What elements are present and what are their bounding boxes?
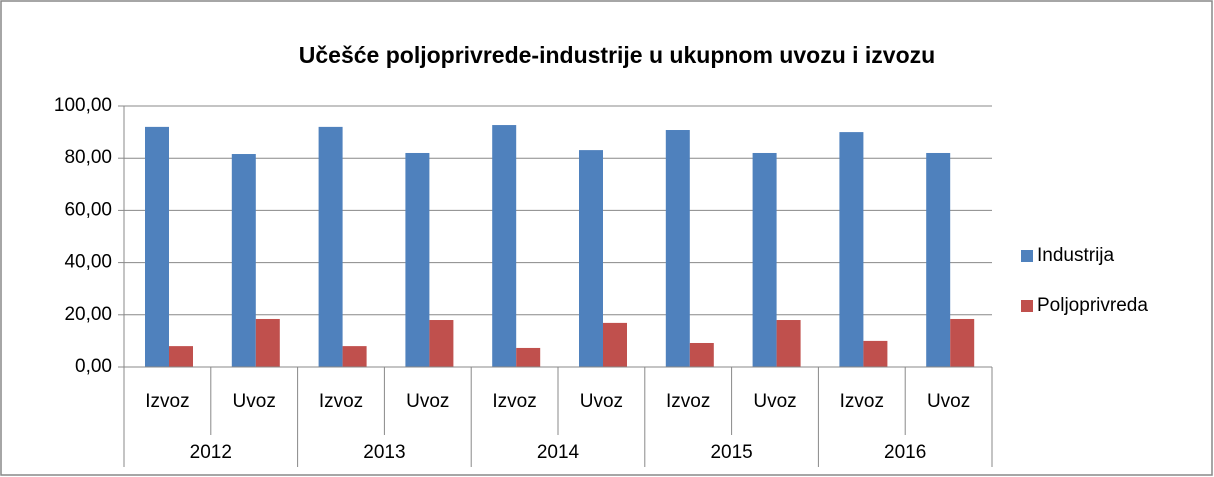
legend-label: Poljoprivreda <box>1037 295 1148 316</box>
bar <box>665 130 690 367</box>
group-label: 2016 <box>884 442 926 463</box>
bar <box>950 318 975 367</box>
x-tick-label: Uvoz <box>233 391 276 412</box>
legend-swatch <box>1021 300 1033 312</box>
bar <box>429 320 454 367</box>
bar <box>839 132 864 367</box>
bar <box>516 347 541 367</box>
y-tick-label: 60,00 <box>64 199 112 220</box>
bar <box>318 126 343 367</box>
x-tick-label: Izvoz <box>840 391 884 412</box>
y-tick-label: 40,00 <box>64 252 112 273</box>
bar <box>689 342 714 367</box>
y-tick-label: 100,00 <box>54 95 112 116</box>
x-tick-label: Izvoz <box>145 391 189 412</box>
bar <box>342 346 367 367</box>
bar <box>603 322 627 367</box>
x-tick-label: Uvoz <box>406 391 449 412</box>
bar <box>231 154 256 367</box>
x-tick-label: Uvoz <box>753 391 796 412</box>
bar <box>405 152 430 367</box>
x-tick-label: Izvoz <box>492 391 536 412</box>
bar <box>863 340 888 367</box>
x-tick-label: Izvoz <box>319 391 363 412</box>
group-label: 2013 <box>363 442 405 463</box>
bar <box>776 320 801 367</box>
group-label: 2012 <box>190 442 232 463</box>
group-label: 2015 <box>710 442 752 463</box>
group-label: 2014 <box>537 442 580 463</box>
y-tick-label: 20,00 <box>64 304 112 325</box>
bar <box>752 152 777 367</box>
bar <box>492 125 517 367</box>
bar <box>169 346 193 367</box>
bar <box>926 152 951 367</box>
legend-swatch <box>1021 250 1033 262</box>
bar <box>145 126 169 367</box>
y-tick-label: 80,00 <box>64 147 112 168</box>
bar <box>255 318 280 367</box>
x-tick-label: Izvoz <box>666 391 710 412</box>
x-tick-label: Uvoz <box>580 391 623 412</box>
chart-title: Učešće poljoprivrede-industrije u ukupno… <box>299 42 935 68</box>
x-tick-label: Uvoz <box>927 391 970 412</box>
y-tick-label: 0,00 <box>75 356 112 377</box>
legend-label: Industrija <box>1037 245 1115 266</box>
bar <box>579 150 603 367</box>
